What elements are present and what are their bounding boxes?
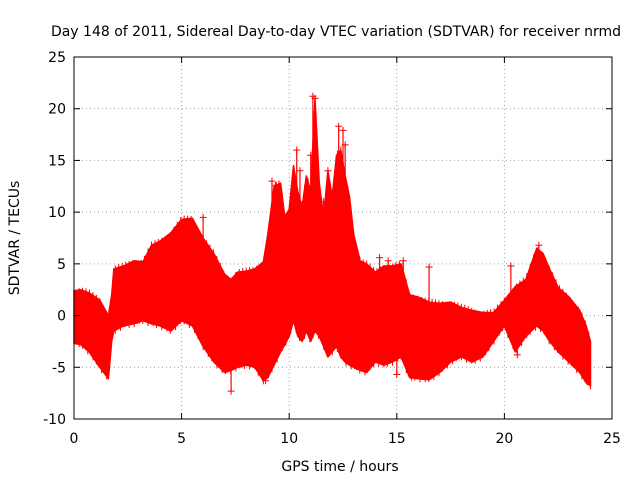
y-tick-label: -5: [52, 360, 66, 376]
data-point-marker: [535, 241, 543, 249]
x-tick-label: 20: [495, 431, 513, 447]
y-tick-label: 25: [48, 50, 66, 66]
x-axis-label: GPS time / hours: [281, 459, 398, 475]
x-tick-label: 15: [388, 431, 406, 447]
data-point-marker: [320, 198, 328, 206]
data-point-marker: [296, 167, 304, 175]
data-point-marker: [384, 257, 392, 265]
data-point-marker: [399, 257, 407, 265]
y-tick-label: 10: [48, 205, 66, 221]
data-point-marker: [341, 141, 349, 149]
data-point-marker: [324, 167, 332, 175]
x-tick-label: 10: [280, 431, 298, 447]
y-axis-label: SDTVAR / TECUs: [7, 181, 23, 296]
data-point-marker: [335, 122, 343, 130]
tick-layer: [73, 56, 613, 420]
data-point-marker: [311, 94, 319, 102]
data-point-marker: [513, 351, 521, 359]
data-point-marker: [425, 263, 433, 271]
data-layer: [73, 92, 592, 395]
data-point-marker: [268, 177, 276, 185]
x-tick-label: 5: [177, 431, 186, 447]
plot-frame: [73, 56, 613, 420]
x-tick-label: 0: [70, 431, 79, 447]
tick-label-layer: 0 5 10 15 20 25 -10 -5 0 5 10 15 20 25: [43, 50, 621, 447]
data-point-marker: [376, 254, 384, 262]
y-tick-label: 20: [48, 102, 66, 118]
data-point-marker: [307, 151, 315, 159]
data-point-marker: [272, 181, 280, 189]
chart-title: Day 148 of 2011, Sidereal Day-to-day VTE…: [51, 24, 621, 40]
y-tick-label: 15: [48, 153, 66, 169]
data-point-marker: [425, 315, 433, 323]
data-point-marker: [507, 262, 515, 270]
data-point-marker: [293, 146, 301, 154]
data-point-marker: [227, 387, 235, 395]
y-tick-label: 5: [57, 257, 66, 273]
data-point-marker: [393, 371, 401, 379]
x-tick-label: 25: [603, 431, 621, 447]
data-point-marker: [262, 377, 270, 385]
data-point-marker: [339, 126, 347, 134]
data-point-marker: [199, 213, 207, 221]
y-tick-label: -10: [43, 412, 66, 428]
y-tick-label: 0: [57, 309, 66, 325]
